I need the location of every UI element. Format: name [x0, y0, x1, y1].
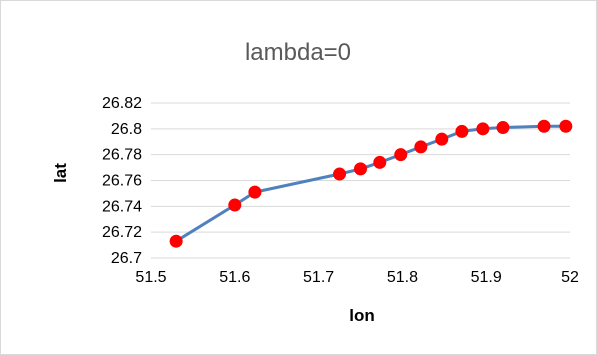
- data-point-marker: [414, 140, 428, 154]
- x-tick-label: 51.9: [471, 269, 502, 286]
- data-point-marker: [394, 148, 408, 162]
- data-point-marker: [228, 198, 242, 212]
- data-point-marker: [559, 119, 573, 133]
- data-point-marker: [435, 132, 449, 146]
- x-tick-label: 51.7: [303, 269, 334, 286]
- data-point-marker: [248, 185, 262, 199]
- y-tick-label: 26.72: [102, 224, 142, 241]
- x-tick-label: 51.8: [387, 269, 418, 286]
- x-axis-title: lon: [349, 306, 375, 325]
- data-point-marker: [455, 124, 469, 138]
- chart-title: lambda=0: [245, 39, 351, 66]
- data-point-marker: [476, 122, 490, 136]
- data-point-marker: [333, 167, 347, 181]
- x-tick-labels: 51.5 51.6 51.7 51.8 51.9 52: [135, 269, 579, 286]
- data-point-marker: [537, 119, 551, 133]
- series-line: [174, 124, 568, 243]
- y-tick-labels: 26.7 26.72 26.74 26.76 26.78 26.8 26.82: [102, 95, 142, 267]
- x-tick-label: 51.6: [219, 269, 250, 286]
- y-tick-label: 26.74: [102, 198, 142, 215]
- data-point-marker: [169, 234, 183, 248]
- data-point-marker: [496, 121, 510, 135]
- y-tick-label: 26.8: [111, 121, 142, 138]
- data-point-marker: [373, 155, 387, 169]
- data-point-marker: [354, 162, 367, 176]
- x-tick-label: 52: [561, 269, 579, 286]
- y-tick-label: 26.7: [111, 250, 142, 267]
- y-tick-label: 26.82: [102, 95, 142, 112]
- y-tick-label: 26.78: [102, 147, 142, 164]
- y-axis-title: lat: [51, 163, 70, 183]
- y-tick-label: 26.76: [102, 173, 142, 190]
- series-layer: [169, 119, 573, 248]
- x-tick-label: 51.5: [135, 269, 166, 286]
